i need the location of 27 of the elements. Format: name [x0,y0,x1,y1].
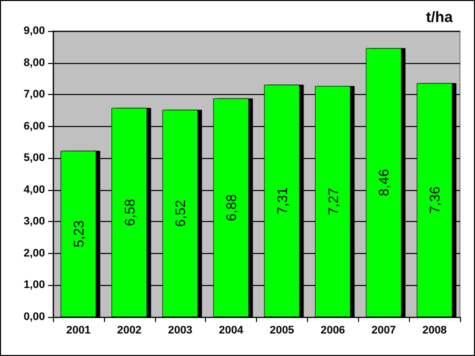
y-tick-label: 2,00 [24,247,45,260]
y-tick-label: 0,00 [24,311,45,323]
x-tick-label: 2004 [218,324,244,336]
y-tick-label: 9,00 [24,25,45,37]
y-tick-label: 4,00 [24,184,45,196]
y-tick-label: 7,00 [24,88,45,101]
x-tick-label: 2005 [270,324,294,336]
data-label: 7,31 [274,187,290,214]
y-tick-label: 8,00 [24,56,45,69]
data-label: 8,46 [376,168,392,196]
x-tick-label: 2003 [168,324,192,336]
y-tick-label: 3,00 [24,216,45,228]
y-tick-label: 6,00 [24,120,45,132]
data-label: 5,23 [70,220,86,248]
y-tick-label: 1,00 [24,279,45,292]
x-tick-label: 2008 [422,324,447,336]
data-label: 6,88 [223,194,240,222]
x-tick-label: 2006 [320,324,346,336]
data-label: 6,52 [172,200,188,228]
x-tick-label: 2001 [66,324,91,336]
x-tick-label: 2007 [371,324,396,336]
y-axis-title: t/ha [426,9,454,26]
data-label: 7,27 [324,188,341,216]
data-label: 7,36 [426,186,443,214]
data-label: 6,58 [121,198,138,226]
x-tick-label: 2002 [117,324,142,336]
y-tick-label: 5,00 [24,152,45,164]
